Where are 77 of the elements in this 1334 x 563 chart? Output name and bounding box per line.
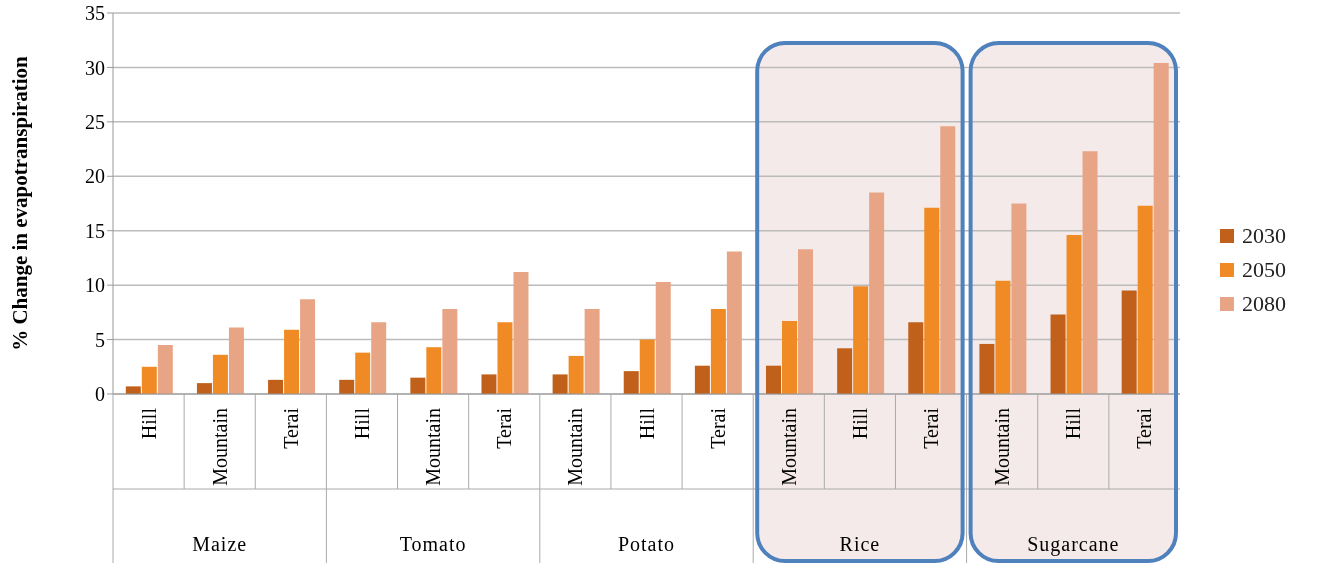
x-tick-label: Hill [635, 407, 658, 440]
x-tick-label: Hill [848, 407, 871, 440]
bar [552, 374, 568, 394]
bar [766, 365, 781, 394]
x-tick-label: Terai [279, 407, 302, 449]
text: Sugarcane [1027, 533, 1120, 556]
bar [371, 322, 387, 394]
bar [798, 249, 813, 394]
x-tick-label: Hill [350, 407, 373, 440]
bar [141, 366, 157, 394]
bar [979, 343, 995, 394]
bar [940, 126, 956, 394]
bar [694, 365, 710, 394]
legend-label: 2050 [1242, 257, 1286, 283]
bar [1121, 290, 1137, 394]
bar [497, 322, 513, 394]
bar [782, 321, 797, 394]
bar [268, 379, 284, 394]
bar [284, 329, 300, 394]
bar [1137, 205, 1153, 394]
bar [196, 383, 212, 394]
bar [300, 299, 316, 394]
bar [157, 345, 173, 394]
y-tick-label: 10 [85, 274, 105, 297]
y-tick-label: 0 [95, 383, 105, 406]
y-axis-title: % Change in evapotranspiration [8, 55, 33, 351]
text: Tomato [399, 533, 467, 555]
text: Potato [617, 533, 676, 555]
bar [995, 280, 1011, 394]
bar [869, 192, 885, 394]
bar [568, 355, 584, 394]
x-tick-label: Mountain [422, 408, 445, 486]
bar [1153, 63, 1169, 394]
y-tick-label: 5 [95, 328, 105, 351]
text: Rice [839, 533, 881, 555]
y-tick-label: 35 [85, 2, 105, 25]
x-tick-label: Mountain [777, 408, 800, 486]
y-tick-label: 20 [85, 165, 105, 188]
bar [426, 347, 442, 394]
bar [655, 281, 671, 394]
bar [623, 371, 639, 394]
bar [584, 309, 600, 394]
bar [924, 207, 940, 394]
bar [639, 339, 655, 394]
y-tick-label: 25 [85, 110, 105, 133]
x-tick-label: Mountain [564, 408, 587, 486]
x-tick-label: Terai [920, 407, 943, 449]
x-tick-label: Mountain [208, 408, 231, 486]
bar [339, 379, 355, 394]
x-tick-label: Hill [137, 407, 160, 440]
bar [908, 322, 924, 394]
bar [837, 348, 853, 394]
bar [410, 377, 426, 394]
bar [710, 309, 726, 394]
bar [228, 327, 244, 394]
y-tick-label: 15 [85, 219, 105, 242]
bar [513, 272, 529, 394]
legend-label: 2080 [1242, 291, 1286, 317]
bar [853, 286, 869, 394]
x-tick-label: Mountain [991, 408, 1014, 486]
bar [355, 352, 371, 394]
text: Maize [192, 533, 248, 555]
bar [1066, 235, 1082, 394]
bar [125, 386, 141, 394]
x-tick-label: Terai [706, 407, 729, 449]
y-tick-label: 30 [85, 56, 105, 79]
bar [1082, 151, 1098, 394]
bar [1050, 314, 1066, 394]
legend-label: 2030 [1242, 223, 1286, 249]
bar [442, 309, 458, 394]
bar [726, 251, 742, 394]
bar [1011, 203, 1027, 394]
bar [212, 354, 228, 394]
x-tick-label: Hill [1062, 407, 1085, 440]
x-tick-label: Terai [493, 407, 516, 449]
bar [481, 374, 497, 394]
x-tick-label: Terai [1133, 407, 1156, 449]
